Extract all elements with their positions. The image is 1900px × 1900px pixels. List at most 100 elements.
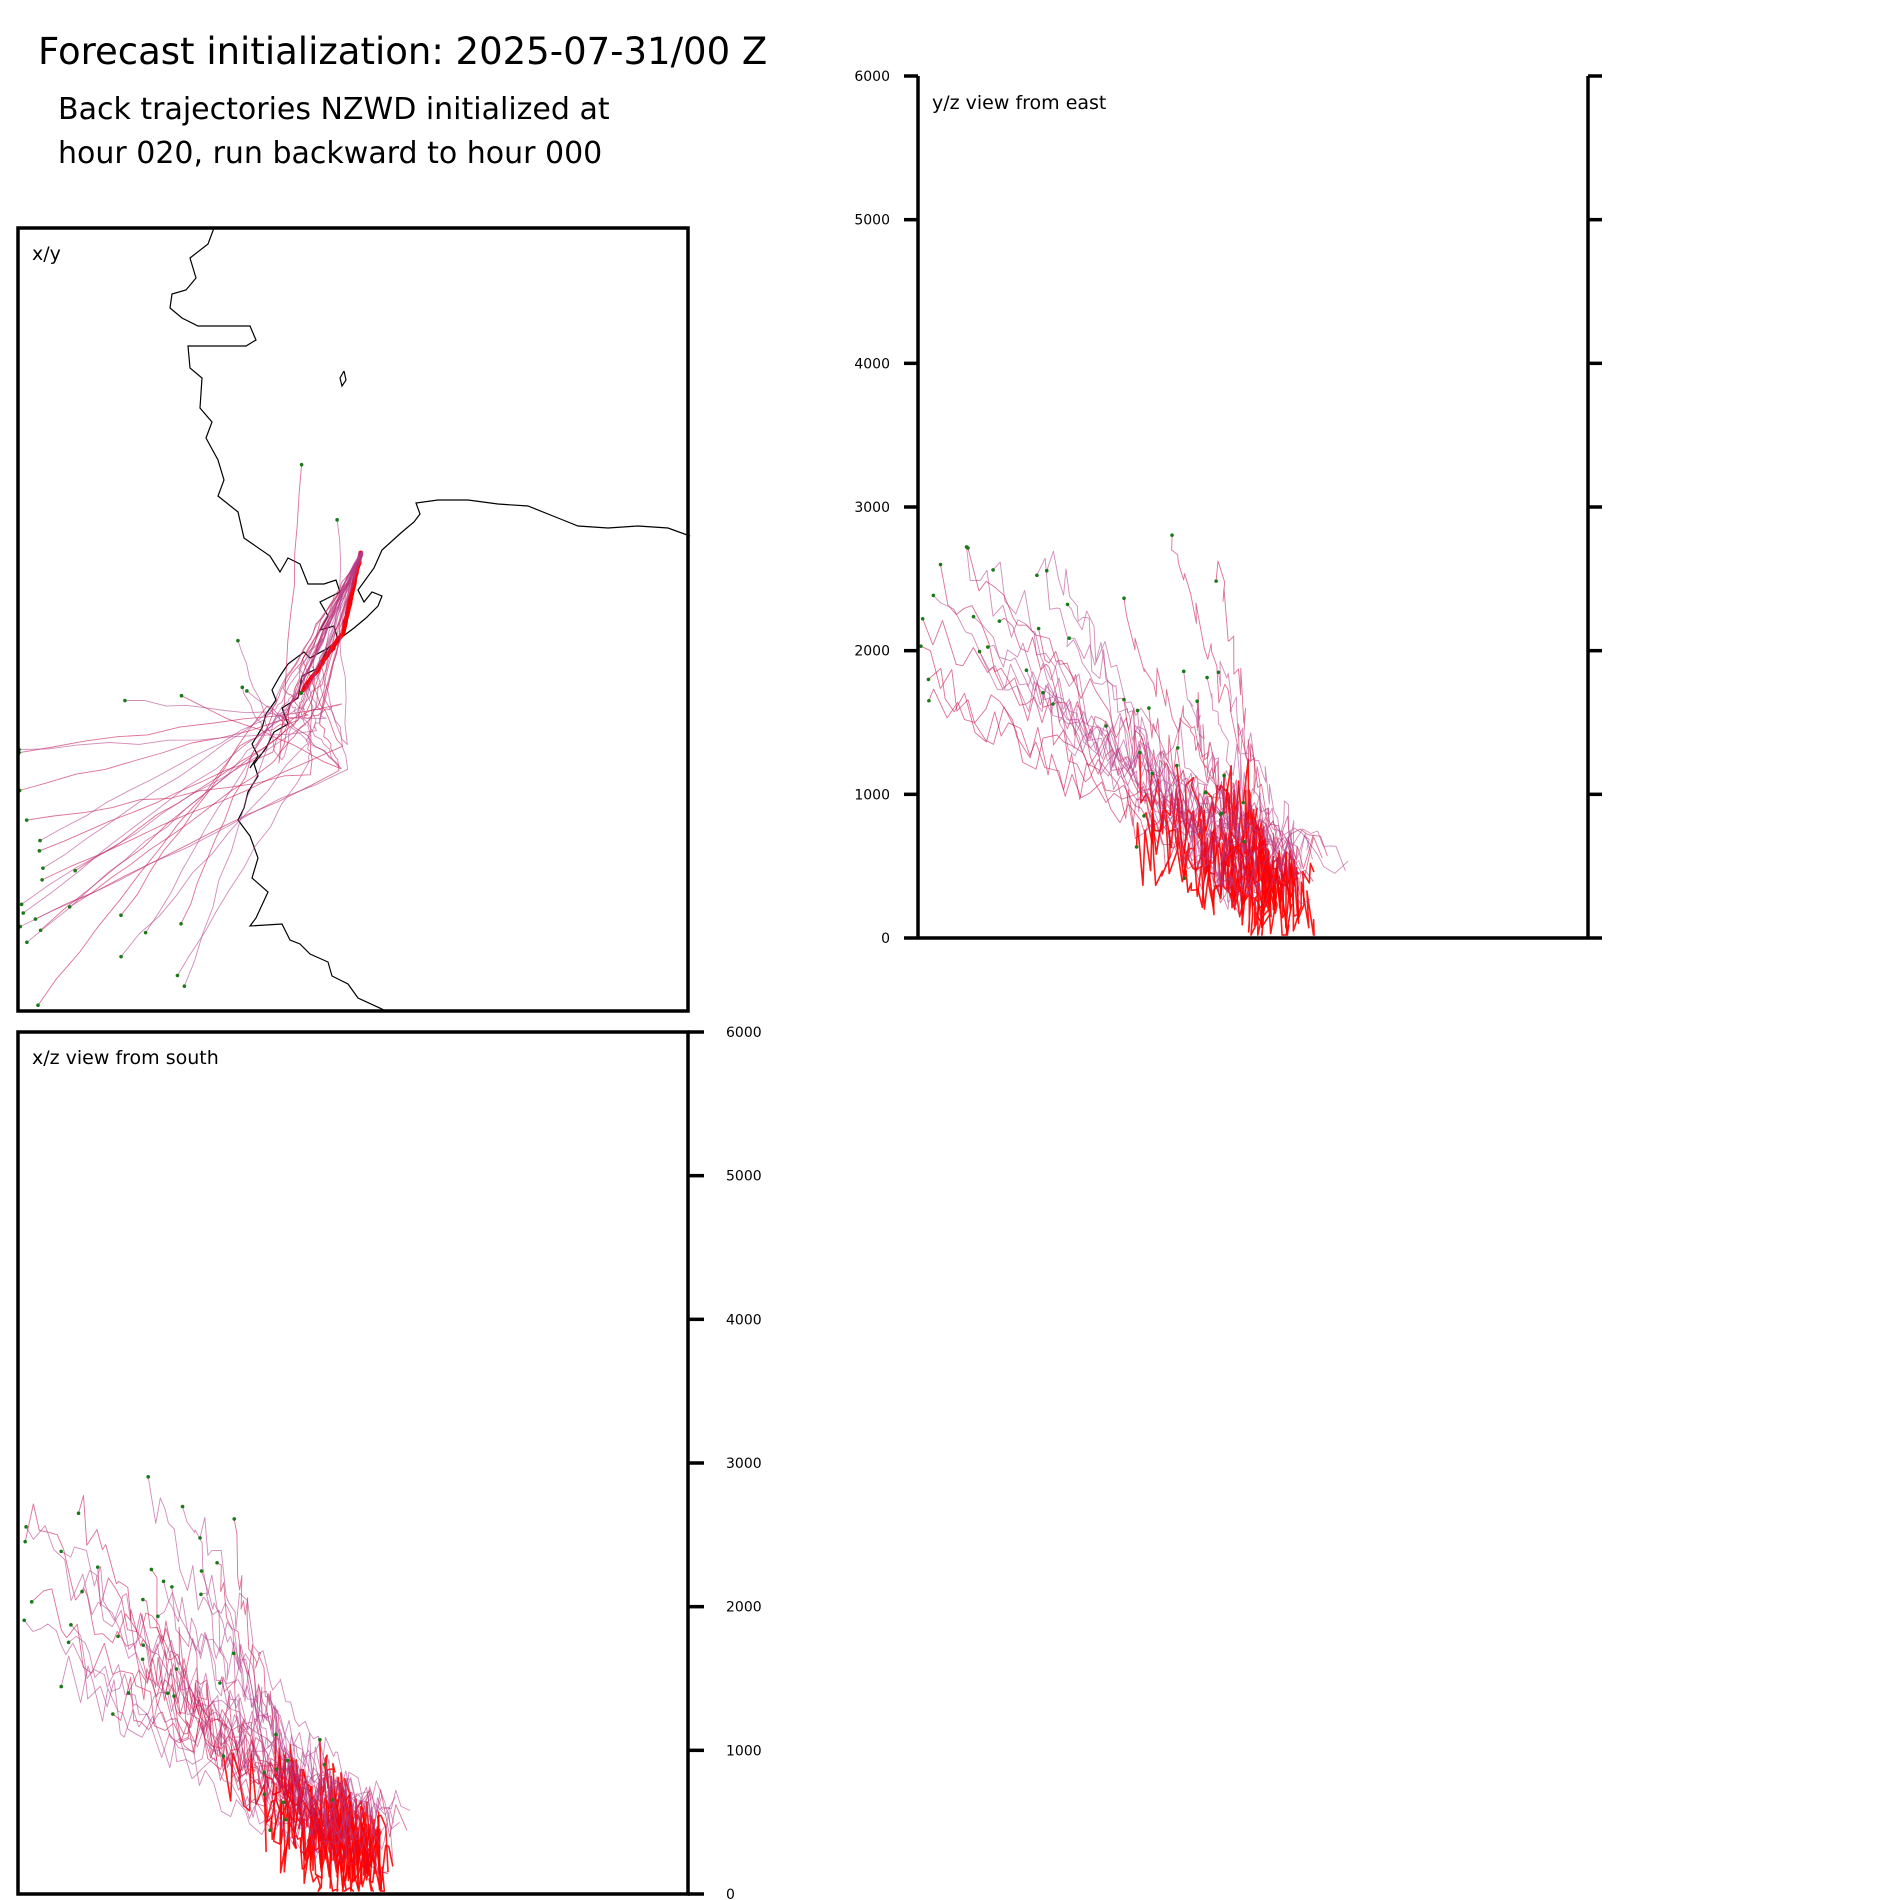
xy-trajectory [37,554,361,1006]
xz-y-axis: 0 1000 2000 3000 4000 5000 6000 [688,1025,762,1900]
coastline-segment [339,370,347,388]
endpoint-marker [24,1525,28,1529]
endpoint-marker [170,1585,174,1589]
xy-trajectory [241,550,360,734]
endpoint-marker [299,691,303,695]
endpoint-marker [141,1597,145,1602]
xy-trajectory [18,554,362,750]
endpoint-marker [1175,746,1180,750]
endpoint-marker [23,1539,27,1544]
yz-endpoint-markers [919,533,1247,881]
endpoint-marker [1035,573,1039,578]
endpoint-marker [38,838,42,843]
xy-trajectory [19,554,361,791]
endpoint-marker [29,1600,34,1604]
height-trajectory [927,667,1290,885]
height-trajectory [60,1546,354,1834]
xy-trajectory [246,552,363,767]
xy-axes-frame [16,226,690,1013]
endpoint-marker [116,1634,120,1639]
height-trajectory [1215,560,1288,897]
endpoint-marker [199,1569,204,1573]
endpoint-marker [33,917,38,921]
endpoint-marker [938,562,943,567]
endpoint-marker [322,1762,327,1767]
height-trajectory [979,651,1281,850]
endpoint-marker [149,1567,154,1572]
endpoint-marker [1216,670,1221,675]
y-tick-label: 6000 [726,1025,762,1041]
yz-trajectories [920,534,1349,936]
height-trajectory [920,645,1273,883]
endpoint-marker [22,1618,27,1623]
height-trajectory [1183,670,1257,870]
endpoint-marker [73,868,77,873]
endpoint-marker [218,1681,222,1685]
xy-trajectory [42,552,364,869]
endpoint-marker [1241,800,1245,805]
endpoint-marker [141,1643,146,1647]
height-trajectory [263,1793,355,1892]
height-trajectory [68,1635,341,1866]
height-trajectory [1052,698,1267,896]
xy-trajectory [177,554,364,976]
height-trajectory [928,688,1323,879]
endpoint-marker [36,1003,40,1007]
yz-panel-label: y/z view from east [932,92,1106,114]
height-trajectory [233,1644,366,1846]
height-trajectory [60,1655,357,1862]
xy-trajectory [26,551,362,943]
xz-trajectories [23,1476,411,1892]
height-trajectory [201,1570,394,1861]
endpoint-marker [997,619,1002,623]
height-trajectory [1105,716,1288,856]
endpoint-marker [198,1536,202,1540]
xy-trajectory [41,550,364,881]
endpoint-marker [977,649,982,654]
height-trajectory [1143,809,1290,936]
y-tick-label: 6000 [854,69,890,85]
endpoint-marker [161,1579,166,1584]
y-tick-label: 3000 [726,1456,762,1472]
endpoint-marker [262,1792,267,1797]
endpoint-marker [274,1732,278,1737]
endpoint-marker [1205,675,1209,680]
endpoint-marker [299,462,304,467]
height-trajectory [163,1580,379,1875]
endpoint-marker [126,1691,131,1695]
height-trajectory [1042,692,1299,884]
endpoint-marker [231,1651,236,1656]
xy-trajectory [69,550,360,908]
height-trajectory [932,594,1349,874]
endpoint-marker [59,1549,63,1554]
height-trajectory [25,1525,396,1818]
xy-map-panel: x/y [16,226,691,1013]
endpoint-marker [1041,690,1045,695]
subtitle-line-2: hour 020, run backward to hour 000 [58,136,603,171]
endpoint-marker [1065,602,1070,607]
height-trajectory [147,1476,358,1826]
height-trajectory [987,642,1298,874]
endpoint-marker [1222,773,1226,778]
endpoint-marker [199,1592,203,1597]
y-tick-label: 5000 [854,213,890,229]
height-trajectory [973,616,1311,905]
height-trajectory [70,1624,373,1828]
coastline-segment [249,647,329,769]
endpoint-marker [165,1691,170,1696]
xy-panel-label: x/y [32,243,61,265]
height-trajectory [1068,637,1346,871]
endpoint-marker [1195,699,1199,704]
coastline-segment [237,639,385,1011]
height-trajectory [23,1619,320,1854]
endpoint-marker [920,616,925,621]
endpoint-marker [1122,697,1126,702]
yz-y-axis: 0 1000 2000 3000 4000 5000 6000 [854,69,1602,947]
endpoint-marker [335,518,339,522]
endpoint-marker [179,921,183,926]
xz-axes-frame [16,1030,690,1896]
endpoint-marker [1150,771,1155,776]
y-tick-label: 2000 [726,1600,762,1616]
coastline-segment [169,227,691,642]
endpoint-marker [221,1754,226,1758]
